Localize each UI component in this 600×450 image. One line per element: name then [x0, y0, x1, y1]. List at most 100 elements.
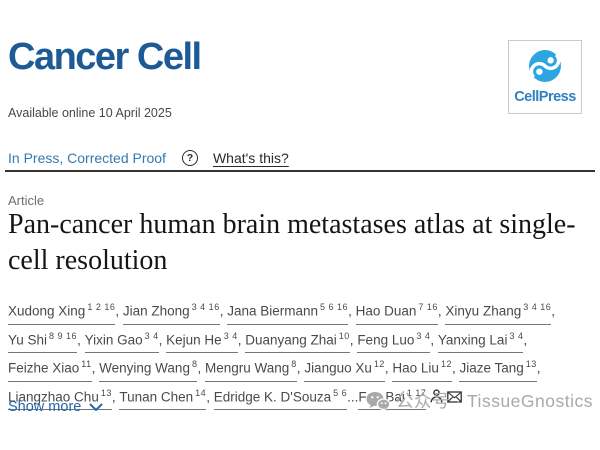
- author-affiliations: 3 4: [223, 330, 238, 341]
- author-affiliations: 13: [525, 359, 537, 369]
- author-affiliations: 3 4: [509, 330, 524, 341]
- author-link[interactable]: Feng Luo 3 4: [357, 325, 431, 353]
- author-affiliations: 3 4: [416, 330, 431, 341]
- author-affiliations: 3 4 16: [523, 302, 552, 312]
- author-link[interactable]: Yixin Gao 3 4: [84, 325, 159, 353]
- author-link[interactable]: Feizhe Xiao 11: [8, 353, 92, 382]
- status-row: In Press, Corrected Proof ? What's this?: [8, 149, 289, 167]
- author-name: Xudong Xing: [8, 303, 86, 319]
- cellpress-wordmark: CellPress: [514, 89, 576, 105]
- article-title: Pan-cancer human brain metastases atlas …: [8, 209, 576, 276]
- author-name: Jana Biermann: [227, 303, 319, 319]
- author-affiliations: 5 6: [333, 387, 348, 398]
- author-link[interactable]: Hao Duan 7 16: [355, 296, 438, 325]
- show-more-label: Show more: [8, 399, 82, 415]
- author-separator: ,: [115, 303, 123, 319]
- author-name: Jian Zhong: [122, 303, 190, 319]
- cellpress-logo[interactable]: CellPress: [508, 40, 582, 114]
- author-link[interactable]: Duanyang Zhai 10: [245, 325, 350, 353]
- author-affiliations: 11: [81, 359, 92, 369]
- author-separator: ,: [348, 303, 356, 319]
- author-name: Edridge K. D'Souza: [213, 389, 332, 404]
- person-icon[interactable]: [430, 389, 443, 403]
- article-type-label: Article: [8, 193, 45, 208]
- whats-this-link[interactable]: What's this?: [212, 150, 289, 166]
- author-link[interactable]: Edridge K. D'Souza 5 6: [213, 382, 348, 410]
- available-online-date: Available online 10 April 2025: [8, 106, 172, 120]
- author-link[interactable]: Hao Liu 12: [392, 353, 452, 382]
- author-list: Xudong Xing 1 2 16, Jian Zhong 3 4 16, Jan…: [8, 296, 590, 410]
- author-affiliations: 13: [100, 387, 112, 398]
- author-link[interactable]: Kejun He 3 4: [166, 325, 238, 353]
- author-name: Liangzhao Chu: [8, 389, 99, 404]
- envelope-icon[interactable]: [447, 391, 463, 403]
- watermark-text: 公众号 · TissueGnostics: [395, 391, 593, 411]
- author-separator: ,: [437, 303, 446, 319]
- wechat-icon: [366, 391, 390, 411]
- author-link[interactable]: Tunan Chen 14: [119, 382, 207, 410]
- watermark: 公众号 · TissueGnostics: [366, 388, 593, 413]
- author-name: Duanyang Zhai: [245, 332, 337, 347]
- author-name: Yixin Gao: [84, 332, 143, 347]
- author-link[interactable]: Xinyu Zhang 3 4 16: [445, 296, 552, 325]
- author-name: Feizhe Xiao: [8, 360, 80, 376]
- author-affiliations: 8: [191, 359, 198, 369]
- author-separator: ,: [536, 360, 541, 376]
- author-separator: ,: [384, 360, 393, 376]
- author-affiliations: 12: [440, 359, 452, 369]
- author-name: Tunan Chen: [119, 389, 194, 404]
- author-affiliations: 8: [291, 359, 297, 369]
- author-affiliations: 7 16: [418, 302, 438, 312]
- author-separator: ,: [197, 360, 205, 376]
- help-icon[interactable]: ?: [181, 150, 198, 166]
- author-name: Xinyu Zhang: [445, 303, 522, 319]
- author-name: Jianguo Xu: [304, 360, 372, 376]
- author-separator: ,: [430, 332, 438, 347]
- in-press-status-link[interactable]: In Press, Corrected Proof: [8, 150, 166, 166]
- author-separator: ,: [451, 360, 460, 376]
- author-separator: ,: [158, 332, 167, 347]
- author-link[interactable]: Liangzhao Chu 13: [8, 382, 112, 410]
- author-affiliations: 1 2 16: [87, 302, 116, 312]
- author-separator: ,: [206, 389, 214, 404]
- author-name: Yu Shi: [8, 332, 48, 347]
- author-separator: ,: [296, 360, 305, 376]
- author-link[interactable]: Jiaze Tang 13: [459, 353, 537, 382]
- author-name: Jiaze Tang: [459, 360, 524, 376]
- author-name: Hao Duan: [355, 303, 417, 319]
- author-affiliations: 10: [338, 330, 350, 341]
- author-separator: ...: [347, 389, 359, 404]
- author-separator: ,: [349, 332, 358, 347]
- author-link[interactable]: Yanxing Lai 3 4: [437, 325, 524, 353]
- header-divider: [5, 170, 595, 172]
- author-affiliations: 1 17: [406, 387, 427, 398]
- author-name: Mengru Wang: [204, 360, 290, 376]
- author-separator: ,: [91, 360, 100, 376]
- journal-logo[interactable]: Cancer Cell: [8, 36, 202, 78]
- author-link[interactable]: Jian Zhong 3 4 16: [122, 296, 220, 325]
- author-separator: ,: [111, 389, 120, 404]
- author-affiliations: 14: [195, 387, 207, 398]
- author-link[interactable]: Yu Shi 8 9 16: [8, 325, 78, 353]
- corresponding-author-icons: [426, 389, 463, 404]
- author-separator: ,: [77, 332, 85, 347]
- author-link[interactable]: Mengru Wang 8: [204, 353, 297, 382]
- author-separator: ,: [219, 303, 228, 319]
- cellpress-swirl-icon: [529, 50, 561, 82]
- author-affiliations: 3 4: [144, 330, 159, 341]
- author-link[interactable]: Wenying Wang 8: [99, 353, 198, 382]
- author-link[interactable]: Jana Biermann 5 6 16: [227, 296, 349, 325]
- author-affiliations: 5 6 16: [320, 302, 349, 312]
- author-name: Wenying Wang: [99, 360, 190, 376]
- author-affiliations: 3 4 16: [191, 302, 220, 312]
- author-separator: ,: [523, 332, 528, 347]
- author-link[interactable]: Jianguo Xu 12: [304, 353, 385, 382]
- author-link[interactable]: Xudong Xing 1 2 16: [8, 296, 116, 325]
- author-name: Kejun He: [166, 332, 222, 347]
- author-affiliations: 8 9 16: [49, 330, 78, 341]
- author-affiliations: 12: [373, 359, 385, 369]
- author-separator: ,: [237, 332, 246, 347]
- show-more-button[interactable]: Show more: [8, 399, 103, 415]
- author-name: Feng Luo: [357, 332, 415, 347]
